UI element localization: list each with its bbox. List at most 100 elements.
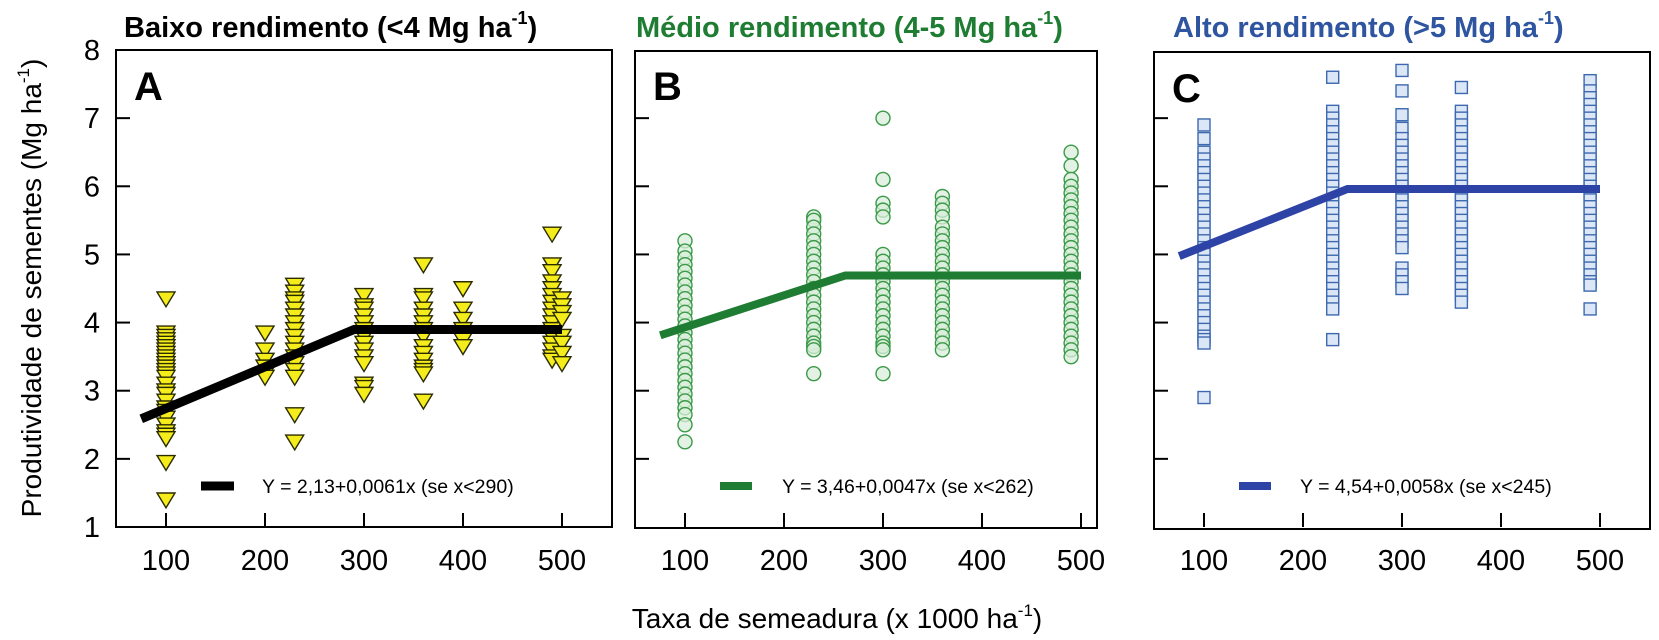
x-tick-label: 300 (859, 545, 907, 577)
x-tick-label: 200 (1279, 545, 1327, 577)
panel-c-title: Alto rendimento (>5 Mg ha-1) (1173, 8, 1564, 44)
x-tick-label: 400 (1477, 545, 1525, 577)
x-tick-label: 300 (1378, 545, 1426, 577)
panel-b-x-tick-labels: 100 200 300 400 500 (661, 545, 1105, 577)
data-point-triangle (155, 454, 177, 472)
data-point-circle (677, 434, 693, 450)
panel-b-title-close: ) (1053, 12, 1063, 44)
x-tick-label: 200 (241, 545, 289, 577)
data-point-triangle (284, 407, 305, 425)
x-tick-label: 500 (1057, 545, 1105, 577)
panel-a-title-text: Baixo rendimento (<4 Mg ha (124, 12, 512, 44)
data-point-triangle (541, 264, 563, 281)
data-point-triangle (551, 345, 573, 363)
panel-c-letter: C (1172, 67, 1201, 111)
panel-c-title-text: Alto rendimento (>5 Mg ha (1173, 12, 1539, 44)
data-point-square (1395, 63, 1409, 78)
panel-b-frame (634, 50, 1098, 529)
panel-b-points (677, 110, 1079, 450)
data-point-triangle (541, 226, 563, 244)
data-point-triangle (452, 281, 474, 298)
panel-c-ticks (1154, 117, 1601, 527)
y-tick-label: 8 (84, 35, 100, 67)
data-point-circle (875, 171, 891, 188)
data-point-triangle (353, 386, 375, 404)
y-tick-label: 4 (84, 308, 100, 340)
panel-a-points (155, 226, 573, 510)
panel-c-frame (1153, 51, 1651, 530)
y-tick-label: 6 (84, 171, 100, 203)
x-tick-label: 100 (661, 545, 709, 577)
panel-a-x-tick-labels: 100 200 300 400 500 (142, 545, 586, 577)
panel-c-x-tick-labels: 100 200 300 400 500 (1180, 545, 1624, 577)
data-point-square (1197, 336, 1211, 350)
y-tick-label: 5 (84, 239, 100, 271)
data-point-triangle (155, 291, 177, 309)
data-point-circle (875, 110, 891, 126)
y-tick-label: 2 (84, 444, 100, 476)
y-tick-label: 3 (84, 376, 100, 408)
panel-b-title-text: Médio rendimento (4-5 Mg ha (636, 12, 1038, 44)
data-point-triangle (254, 325, 276, 343)
data-point-square (1197, 131, 1211, 146)
data-point-circle (875, 209, 891, 225)
x-axis-title-text: Taxa de semeadura (x 1000 ha (632, 603, 1018, 634)
data-point-triangle (413, 393, 434, 411)
panel-c-fit-line (1177, 184, 1600, 260)
data-point-circle (806, 342, 822, 358)
panel-b-fit-line (659, 271, 1081, 340)
data-point-triangle (452, 311, 474, 329)
data-point-triangle (551, 335, 573, 353)
panel-c-title-close: ) (1554, 12, 1564, 44)
x-tick-label: 400 (958, 545, 1006, 577)
data-point-square (1454, 295, 1469, 309)
data-point-square (1395, 84, 1409, 98)
panel-c-title-sup: -1 (1538, 8, 1554, 28)
panel-c-points (1197, 63, 1597, 405)
x-tick-label: 300 (340, 545, 388, 577)
panel-a-legend-text: Y = 2,13+0,0061x (se x<290) (262, 476, 514, 498)
data-point-square (1583, 278, 1597, 292)
data-point-square (1395, 281, 1409, 296)
x-tick-label: 500 (538, 545, 586, 577)
x-tick-label: 200 (760, 545, 808, 577)
data-point-triangle (284, 434, 305, 452)
y-tick-label: 1 (84, 512, 100, 544)
panel-b-ticks (635, 117, 1082, 527)
x-tick-label: 100 (142, 545, 190, 577)
x-axis-title: Taxa de semeadura (x 1000 ha-1) (632, 601, 1042, 634)
y-axis-title-sup: -1 (14, 68, 33, 83)
panel-b-title-sup: -1 (1037, 8, 1053, 28)
data-point-circle (806, 365, 822, 382)
panel-a-letter: A (134, 65, 163, 109)
data-point-circle (677, 417, 693, 433)
data-point-triangle (413, 366, 434, 384)
data-point-circle (934, 342, 951, 358)
data-point-triangle (155, 492, 177, 510)
y-tick-labels: 1 2 3 4 5 6 7 8 (84, 35, 100, 544)
data-point-triangle (413, 291, 434, 309)
panel-b: Médio rendimento (4-5 Mg ha-1) B 100 200… (634, 8, 1105, 577)
data-point-square (1197, 390, 1211, 405)
panel-a-fit-line (139, 324, 562, 423)
panel-a-ticks (116, 117, 563, 527)
data-point-square (1325, 332, 1340, 347)
x-axis-title-close: ) (1033, 603, 1042, 634)
x-tick-label: 400 (439, 545, 487, 577)
data-point-square (1325, 302, 1340, 316)
data-point-triangle (254, 342, 276, 360)
panel-c-legend-text: Y = 4,54+0,0058x (se x<245) (1300, 476, 1552, 498)
data-point-square (1325, 70, 1340, 84)
data-point-circle (1063, 348, 1079, 365)
data-point-circle (1063, 144, 1079, 160)
panel-b-title: Médio rendimento (4-5 Mg ha-1) (636, 8, 1063, 44)
data-point-triangle (353, 287, 375, 305)
data-point-circle (875, 342, 891, 358)
data-point-circle (875, 365, 891, 382)
data-point-square (1197, 118, 1211, 132)
panel-a: Baixo rendimento (<4 Mg ha-1) A 100 200 … (115, 8, 613, 577)
data-point-circle (1063, 158, 1079, 174)
data-point-triangle (155, 430, 177, 448)
y-axis-title: Produtividade de sementes (Mg ha-1) (14, 59, 47, 518)
